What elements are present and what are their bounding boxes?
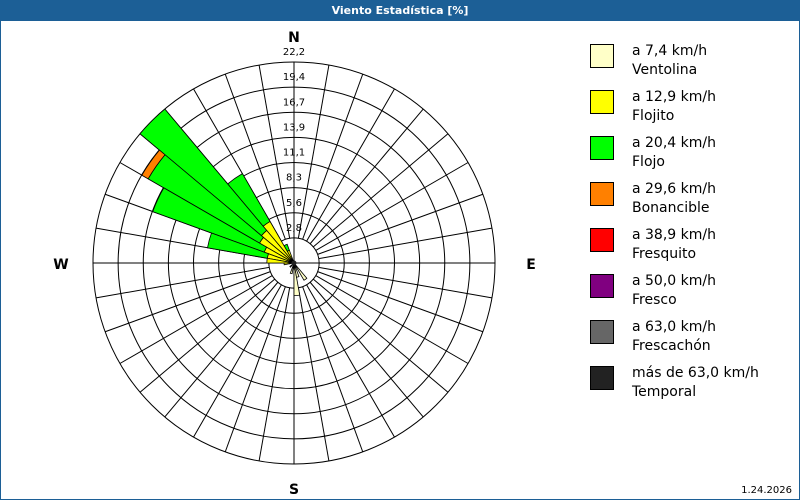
legend-class: Flojito (632, 108, 675, 124)
legend-label: a 20,4 km/h Flojo (632, 134, 716, 172)
legend-class: Flojo (632, 154, 665, 170)
grid-spoke (315, 162, 469, 251)
legend-label: a 38,9 km/h Fresquito (632, 226, 716, 264)
ring-label: 13,9 (283, 122, 305, 133)
ring-label: 22,2 (283, 47, 305, 58)
grid-spoke (306, 284, 395, 438)
legend-swatch (590, 366, 614, 390)
legend-label: a 63,0 km/h Frescachón (632, 318, 716, 356)
version-label: 1.24.2026 (741, 485, 792, 496)
rose-wedge (227, 173, 271, 227)
compass-north: N (288, 30, 300, 46)
legend-swatch (590, 228, 614, 252)
legend-label: a 29,6 km/h Bonancible (632, 180, 716, 218)
grid-spoke (309, 108, 424, 245)
ring-label: 8,3 (286, 173, 302, 184)
rose-wedge (293, 262, 308, 281)
compass-south: S (289, 482, 299, 498)
grid-spoke (258, 64, 291, 239)
legend-class: Temporal (632, 384, 697, 400)
legend-range: a 7,4 km/h (632, 43, 708, 59)
legend-label: a 7,4 km/h Ventolina (632, 42, 707, 80)
legend-swatch (590, 320, 614, 344)
legend-label: más de 63,0 km/h Temporal (632, 364, 759, 402)
grid-spoke (224, 73, 286, 240)
legend-swatch (590, 44, 614, 68)
legend-range: a 50,0 km/h (632, 273, 716, 289)
grid-spoke (312, 278, 449, 393)
grid-spoke (224, 286, 286, 453)
grid-spoke (95, 266, 270, 299)
grid-spoke (317, 271, 484, 333)
grid-spoke (104, 271, 271, 333)
legend-range: a 63,0 km/h (632, 319, 716, 335)
grid-spoke (258, 287, 291, 462)
legend-range: a 12,9 km/h (632, 89, 716, 105)
legend-range: a 38,9 km/h (632, 227, 716, 243)
ring-label: 5,6 (286, 198, 302, 209)
grid-spoke (306, 88, 395, 242)
window-title: Viento Estadística [%] (0, 0, 800, 21)
legend-class: Bonancible (632, 200, 710, 216)
center-mark (291, 260, 297, 266)
legend-class: Fresco (632, 292, 677, 308)
legend-class: Fresquito (632, 246, 697, 262)
legend-range: más de 63,0 km/h (632, 365, 759, 381)
legend-label: a 12,9 km/h Flojito (632, 88, 716, 126)
rose-wedge (289, 262, 295, 275)
legend-label: a 50,0 km/h Fresco (632, 272, 716, 310)
grid-spoke (193, 284, 282, 438)
legend-swatch (590, 274, 614, 298)
grid-spoke (302, 286, 364, 453)
grid-spoke (119, 275, 273, 364)
grid-spoke (317, 193, 484, 255)
ring-label: 2,8 (286, 223, 302, 234)
legend-range: a 29,6 km/h (632, 181, 716, 197)
ring-label: 11,1 (283, 148, 305, 159)
legend-class: Ventolina (632, 62, 698, 78)
grid-spoke (315, 275, 469, 364)
rose-wedge (139, 108, 268, 237)
grid-spoke (302, 73, 364, 240)
grid-spoke (297, 64, 330, 239)
ring-label: 19,4 (283, 72, 305, 83)
legend-swatch (590, 136, 614, 160)
rose-wedge (283, 262, 291, 266)
grid-spoke (297, 287, 330, 462)
grid-spoke (318, 266, 493, 299)
compass-east: E (526, 257, 536, 273)
grid-spoke (164, 281, 279, 418)
grid-spoke (139, 278, 276, 393)
ring-label: 16,7 (283, 97, 305, 108)
rose-wedge (293, 262, 300, 278)
grid-spoke (312, 133, 449, 248)
rose-wedge (207, 232, 269, 259)
rose-wedge (152, 187, 268, 253)
grid-spoke (309, 281, 424, 418)
legend-range: a 20,4 km/h (632, 135, 716, 151)
compass-west: W (53, 257, 68, 273)
legend-class: Frescachón (632, 338, 711, 354)
legend-swatch (590, 182, 614, 206)
grid-spoke (318, 227, 493, 260)
rose-wedge (141, 149, 166, 180)
legend-swatch (590, 90, 614, 114)
